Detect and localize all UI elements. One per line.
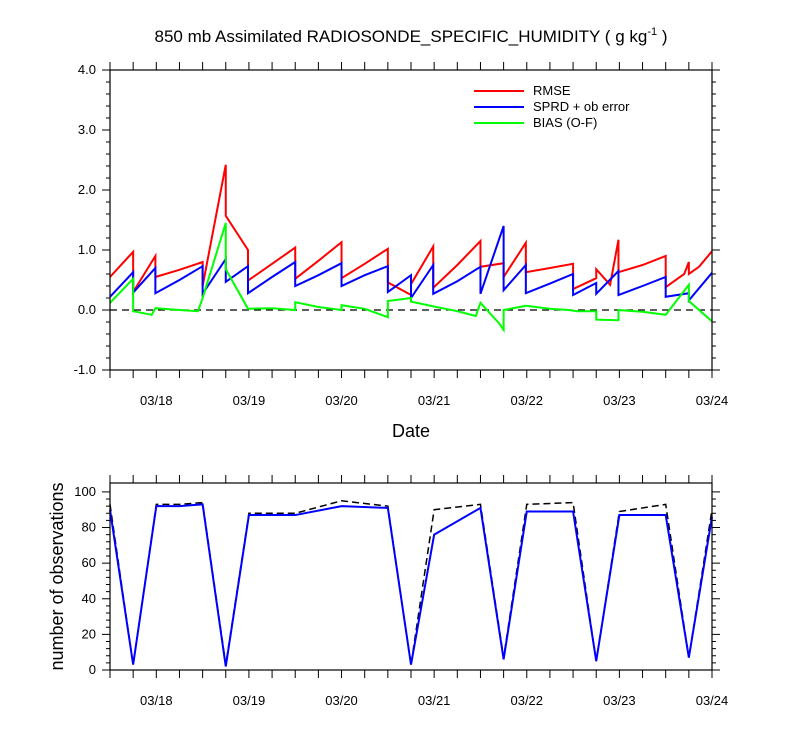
bottom-series-1 bbox=[109, 503, 713, 667]
top-ytick-label: 4.0 bbox=[78, 62, 96, 77]
top-plot-frame bbox=[109, 69, 713, 371]
top-xtick-label: 03/20 bbox=[325, 393, 358, 408]
bottom-xtick-label: 03/22 bbox=[510, 693, 543, 708]
bottom-ytick-label: 60 bbox=[82, 555, 96, 570]
top-ytick-label: -1.0 bbox=[74, 362, 96, 377]
bottom-xtick-label: 03/20 bbox=[325, 693, 358, 708]
chart-title-closing: ) bbox=[657, 27, 667, 46]
bottom-plot-frame bbox=[109, 482, 713, 671]
bottom-xtick-label: 03/24 bbox=[696, 693, 729, 708]
bottom-ytick-label: 0 bbox=[89, 662, 96, 677]
top-xtick-label: 03/19 bbox=[233, 393, 266, 408]
top-ytick-label: 1.0 bbox=[78, 242, 96, 257]
chart-title-main: 850 mb Assimilated RADIOSONDE_SPECIFIC_H… bbox=[155, 27, 648, 46]
bottom-y-axis-title: number of observations bbox=[47, 482, 67, 670]
bottom-xtick-label: 03/21 bbox=[418, 693, 451, 708]
top-legend-label: BIAS (O-F) bbox=[533, 115, 597, 130]
top-series-bias-o-f bbox=[109, 222, 713, 333]
top-legend-label: RMSE bbox=[533, 83, 571, 98]
top-ytick-label: 2.0 bbox=[78, 182, 96, 197]
bottom-xtick-label: 03/19 bbox=[233, 693, 266, 708]
top-legend-label: SPRD + ob error bbox=[533, 99, 630, 114]
top-ytick-label: 3.0 bbox=[78, 122, 96, 137]
top-xtick-label: 03/18 bbox=[140, 393, 173, 408]
top-x-axis-title: Date bbox=[392, 421, 430, 441]
bottom-xtick-label: 03/18 bbox=[140, 693, 173, 708]
bottom-ytick-label: 100 bbox=[74, 484, 96, 499]
bottom-xtick-label: 03/23 bbox=[603, 693, 636, 708]
chart-title-superscript: -1 bbox=[647, 26, 657, 38]
top-ytick-label: 0.0 bbox=[78, 302, 96, 317]
top-xtick-label: 03/21 bbox=[418, 393, 451, 408]
top-xtick-label: 03/22 bbox=[510, 393, 543, 408]
bottom-ytick-label: 80 bbox=[82, 520, 96, 535]
bottom-ytick-label: 20 bbox=[82, 626, 96, 641]
chart-title: 850 mb Assimilated RADIOSONDE_SPECIFIC_H… bbox=[155, 26, 668, 46]
bottom-series-0 bbox=[109, 500, 713, 665]
bottom-panel: 0 20 40 60 80 100 03/18 03/19 03/20 03/21 03/22 03/… bbox=[47, 475, 728, 708]
top-panel: -1.0 0.0 1.0 2.0 3.0 4.0 03/18 03/19 03/20 03/21 0… bbox=[74, 62, 729, 441]
top-xtick-label: 03/24 bbox=[696, 393, 729, 408]
bottom-ytick-label: 40 bbox=[82, 591, 96, 606]
top-xtick-label: 03/23 bbox=[603, 393, 636, 408]
